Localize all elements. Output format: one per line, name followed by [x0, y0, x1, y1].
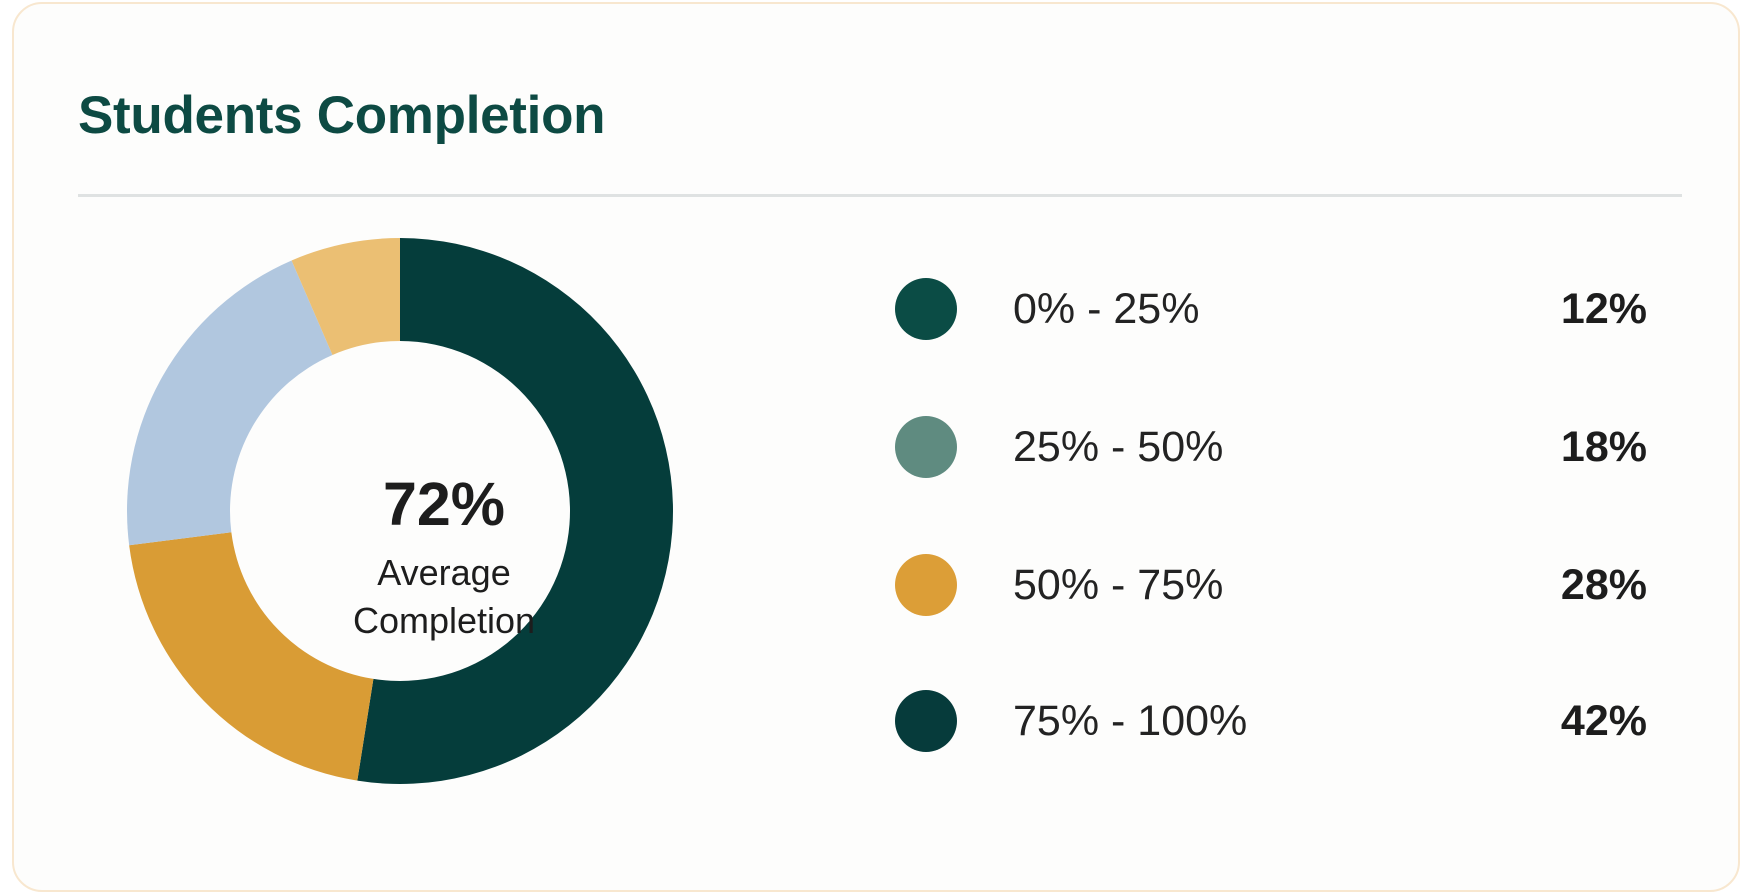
- donut-segment-1: [357, 238, 674, 784]
- completion-donut-chart: [126, 238, 674, 784]
- card-title: Students Completion: [78, 86, 606, 145]
- legend-item-50-75: 50% - 75% 28%: [895, 552, 1647, 618]
- legend-swatch: [895, 278, 957, 340]
- legend-item-25-50: 25% - 50% 18%: [895, 414, 1647, 480]
- donut-segment-2: [129, 532, 374, 781]
- legend-value: 18%: [1560, 423, 1647, 471]
- legend-swatch: [895, 554, 957, 616]
- donut-segment-3: [126, 260, 333, 546]
- average-completion-value: 72%: [382, 470, 506, 538]
- legend-label: 25% - 50%: [1013, 423, 1224, 471]
- legend-label: 75% - 100%: [1013, 697, 1248, 745]
- legend-value: 12%: [1560, 285, 1647, 333]
- students-completion-card: Students Completion 72% Average Completi…: [12, 2, 1740, 892]
- legend-item-0-25: 0% - 25% 12%: [895, 276, 1647, 342]
- legend-label: 0% - 25%: [1013, 285, 1200, 333]
- legend-swatch: [895, 690, 957, 752]
- average-completion-label: Average Completion: [352, 552, 536, 641]
- donut-segment-4: [291, 238, 400, 355]
- legend-label: 50% - 75%: [1013, 561, 1224, 609]
- legend-item-75-100: 75% - 100% 42%: [895, 688, 1647, 754]
- legend-swatch: [895, 416, 957, 478]
- legend-value: 28%: [1560, 561, 1647, 609]
- donut-center: 72% Average Completion: [244, 469, 644, 645]
- legend-value: 42%: [1560, 697, 1647, 745]
- title-divider: [78, 194, 1682, 197]
- chart-legend: 0% - 25% 12% 25% - 50% 18% 50% - 75% 28%…: [895, 276, 1647, 796]
